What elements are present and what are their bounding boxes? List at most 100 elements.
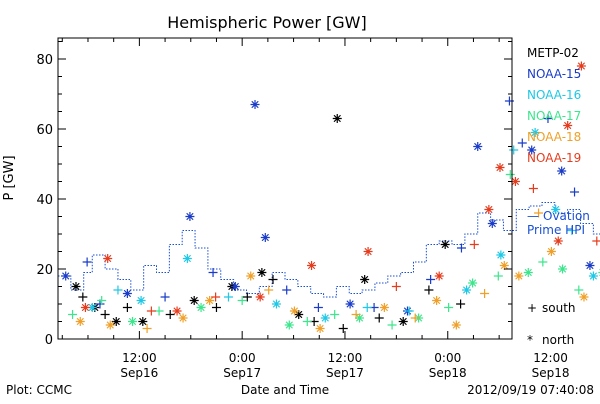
data-point-north [260, 233, 270, 242]
x-tick-label-time: 12:00 [328, 351, 363, 365]
x-tick-label-date: Sep16 [120, 366, 158, 380]
data-point-south [374, 313, 384, 323]
data-point-south [146, 306, 156, 316]
data-point-south [534, 208, 544, 218]
data-point-south [97, 296, 107, 305]
data-point-south [142, 324, 152, 333]
data-point-north [320, 313, 330, 323]
data-point-south [223, 292, 233, 302]
data-point-north [523, 268, 533, 277]
series-noaa-18 [75, 208, 589, 333]
data-point-north [468, 278, 478, 288]
data-point-north [360, 275, 370, 284]
data-point-north [182, 254, 192, 263]
data-point-north [546, 247, 556, 256]
data-point-south [426, 275, 436, 284]
data-point-south [282, 285, 292, 295]
data-point-south [330, 310, 340, 319]
data-point-north [61, 271, 71, 281]
data-point-north [128, 317, 138, 326]
footer-timestamp: 2012/09/19 07:40:08 [467, 383, 594, 397]
data-point-north [315, 324, 325, 333]
legend-north-label: north [542, 333, 574, 347]
data-point-south [268, 275, 278, 284]
data-points [61, 61, 600, 333]
data-point-south [570, 187, 580, 197]
data-point-north [487, 219, 497, 228]
legend-ovation-line2: Prime HPI [527, 223, 585, 237]
legend-entry-noaa-16: NOAA-16 [527, 88, 581, 102]
legend-ovation-line1: Ovation [543, 209, 590, 223]
y-axis-ticks: 0 20 40 60 80 [36, 41, 512, 348]
data-point-south [237, 296, 247, 305]
data-point-north [527, 145, 537, 155]
series-noaa-17 [68, 170, 600, 330]
data-point-north [103, 254, 113, 263]
data-point-south [211, 303, 221, 312]
data-point-north [255, 292, 265, 302]
legend-satellites: METP-02 NOAA-15 NOAA-16 NOAA-17 NOAA-18 NOAA-… [527, 46, 581, 165]
data-point-north [557, 166, 567, 176]
legend-south-label: south [542, 301, 576, 315]
data-point-north [71, 282, 81, 291]
data-point-north [196, 303, 206, 312]
data-point-south [82, 257, 92, 267]
data-point-north [553, 236, 563, 246]
y-axis-label: P [GW] [2, 155, 17, 200]
data-point-south [100, 310, 110, 319]
y-tick-label: 20 [36, 263, 53, 278]
y-tick-label: 80 [36, 53, 53, 68]
data-point-south [456, 299, 466, 309]
data-point-north [185, 212, 195, 221]
data-point-south [538, 257, 548, 267]
data-point-south [456, 243, 466, 253]
data-point-north [178, 313, 188, 323]
data-point-north [530, 128, 540, 137]
data-point-north [462, 285, 472, 295]
data-point-north [75, 317, 85, 326]
data-point-south [313, 303, 323, 312]
data-point-south [68, 310, 78, 319]
data-point-south [160, 292, 170, 302]
data-point-north [514, 271, 524, 281]
y-tick-label: 60 [36, 123, 53, 138]
data-point-north [111, 317, 121, 326]
data-point-south [493, 271, 503, 281]
data-point-north [332, 114, 342, 123]
data-point-north [250, 100, 260, 109]
data-point-south [543, 114, 553, 123]
data-point-south [469, 240, 479, 249]
x-tick-label-date: Sep18 [532, 366, 570, 380]
plot-frame [57, 37, 513, 340]
data-point-north [495, 163, 505, 172]
data-point-south [351, 310, 361, 319]
data-point-south [410, 313, 420, 323]
data-point-north [189, 296, 199, 305]
data-point-north [558, 264, 568, 274]
series-noaa-19 [80, 61, 600, 316]
data-point-north [172, 306, 182, 316]
data-point-north [588, 271, 598, 281]
data-point-north [230, 282, 240, 291]
ovation-prime-hpi-line [58, 202, 600, 298]
data-point-north [379, 303, 389, 312]
ovation-prime-hpi-path [58, 202, 600, 298]
x-tick-label-time: 12:00 [122, 351, 157, 365]
data-point-north [87, 303, 97, 312]
data-point-south [528, 184, 538, 193]
data-point-north [432, 296, 442, 305]
y-tick-label: 40 [36, 193, 53, 208]
legend-ovation-dash: — [527, 209, 539, 223]
data-point-north [80, 303, 90, 312]
data-point-north [271, 299, 281, 309]
legend-south-symbol: + [527, 301, 537, 315]
data-point-south [574, 285, 584, 295]
data-point-north [105, 320, 115, 330]
data-point-north [496, 250, 506, 260]
data-point-south [509, 145, 519, 155]
data-point-south [211, 292, 221, 302]
legend-entry-noaa-18: NOAA-18 [527, 130, 581, 144]
data-point-north [257, 268, 267, 277]
